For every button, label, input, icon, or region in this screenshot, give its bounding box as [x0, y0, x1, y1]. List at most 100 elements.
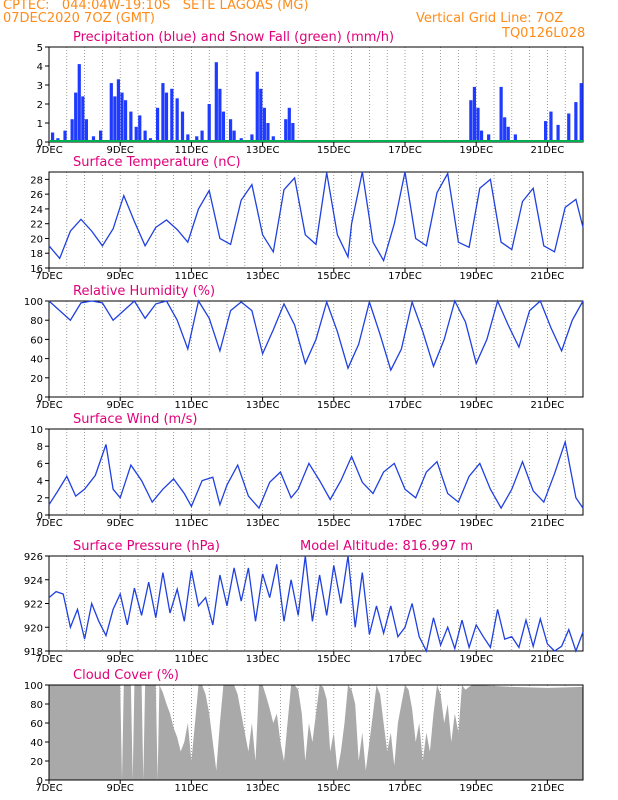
cloud-xtick-label: 21DEC	[531, 783, 565, 794]
precip-title: Precipitation (blue) and Snow Fall (gree…	[73, 30, 394, 45]
temp-xtick-label: 11DEC	[175, 271, 209, 282]
cloud-xtick-label: 19DEC	[459, 783, 493, 794]
precip-bar	[123, 100, 128, 142]
pressure-xtick-label: 19DEC	[459, 654, 493, 665]
precip-bar	[50, 132, 55, 142]
precip-bar	[549, 111, 553, 142]
precip-bar	[155, 107, 160, 142]
model-code: TQ0126L028	[502, 26, 586, 41]
pressure-xtick-label: 21DEC	[531, 654, 565, 665]
temp-xtick-label: 15DEC	[317, 271, 351, 282]
wind-xtick-label: 11DEC	[175, 518, 209, 529]
pressure-ytick-label: 918	[24, 647, 43, 658]
precip-bar	[221, 111, 226, 142]
pressure-xtick-label: 15DEC	[317, 654, 351, 665]
pressure-ytick-label: 924	[24, 576, 43, 587]
precip-xtick-label: 13DEC	[246, 145, 280, 156]
precip-xtick-label: 15DEC	[317, 145, 351, 156]
precip-ytick-label: 4	[37, 62, 43, 73]
precip-bar	[134, 126, 138, 142]
precip-bar	[180, 111, 185, 142]
precip-bar	[138, 115, 142, 142]
rh-xtick-label: 17DEC	[388, 400, 422, 411]
precip-bar	[271, 136, 275, 142]
precip-bar	[499, 86, 503, 142]
temp-xtick-label: 9DEC	[107, 271, 134, 282]
temp-ytick-label: 22	[30, 220, 43, 231]
precip-bar	[113, 96, 117, 142]
precip-bar	[266, 123, 270, 142]
temp-ytick-label: 16	[30, 264, 43, 275]
precip-xtick-label: 7DEC	[35, 145, 62, 156]
precip-xtick-label: 11DEC	[175, 145, 209, 156]
precip-bar	[84, 119, 88, 142]
cloud-xtick-label: 7DEC	[35, 783, 62, 794]
wind-xtick-label: 19DEC	[459, 518, 493, 529]
rh-xtick-label: 9DEC	[107, 400, 134, 411]
pressure-ytick-label: 926	[24, 552, 43, 563]
precip-bar	[109, 83, 113, 142]
pressure-ytick-label: 920	[24, 623, 43, 634]
precip-bar	[195, 136, 199, 142]
temp-series-line	[48, 171, 584, 263]
precip-bar	[74, 92, 78, 142]
rh-ytick-label: 100	[24, 297, 43, 308]
cloud-area	[49, 685, 583, 780]
precip-ytick-label: 5	[37, 43, 43, 54]
wind-ytick-label: 0	[37, 511, 43, 522]
precip-bar	[476, 107, 480, 142]
wind-ytick-label: 2	[37, 494, 43, 505]
precip-ytick-label: 1	[37, 119, 43, 130]
wind-ytick-label: 4	[37, 477, 43, 488]
rh-title: Relative Humidity (%)	[73, 284, 215, 299]
cloud-ytick-label: 20	[30, 757, 43, 768]
precip-bar	[574, 102, 578, 142]
station-header: CPTEC: 044:04W-19:10S SETE LAGOAS (MG)	[3, 0, 309, 13]
precip-bar	[99, 130, 103, 142]
precip-bar	[218, 88, 222, 142]
precip-bar	[556, 124, 560, 142]
rh-ytick-label: 0	[37, 393, 43, 404]
precip-bar	[259, 88, 263, 142]
pressure-title: Surface Pressure (hPa)	[73, 539, 220, 554]
precip-ytick-label: 3	[37, 81, 43, 92]
rh-xtick-label: 7DEC	[35, 400, 62, 411]
pressure-xtick-label: 13DEC	[246, 654, 280, 665]
precip-bar	[228, 119, 233, 142]
pressure-xtick-label: 17DEC	[388, 654, 422, 665]
cloud-ytick-label: 80	[30, 700, 43, 711]
temp-xtick-label: 19DEC	[459, 271, 493, 282]
precip-xtick-label: 9DEC	[107, 145, 134, 156]
precip-bar	[175, 98, 179, 142]
temp-title: Surface Temperature (nC)	[73, 155, 241, 170]
precip-frame	[48, 46, 584, 143]
temp-ytick-label: 20	[30, 234, 43, 245]
precip-xtick-label: 21DEC	[531, 145, 565, 156]
precip-bar	[487, 134, 491, 142]
temp-xtick-label: 17DEC	[388, 271, 422, 282]
precip-bar	[161, 83, 165, 142]
precip-bar	[91, 136, 96, 142]
precip-bar	[250, 134, 254, 142]
rh-xtick-label: 19DEC	[459, 400, 493, 411]
temp-ytick-label: 24	[30, 205, 43, 216]
pressure-xtick-label: 7DEC	[35, 654, 62, 665]
precip-bar	[479, 130, 484, 142]
wind-title: Surface Wind (m/s)	[73, 412, 197, 427]
pressure-xtick-label: 9DEC	[107, 654, 134, 665]
temp-ytick-label: 26	[30, 190, 43, 201]
cloud-xtick-label: 15DEC	[317, 783, 351, 794]
precip-bar	[513, 134, 517, 142]
temp-ytick-label: 28	[30, 175, 43, 186]
grid-note: Vertical Grid Line: 7OZ	[416, 11, 564, 26]
precip-ytick-label: 0	[37, 138, 43, 149]
precip-bar	[170, 88, 174, 142]
pressure-ytick-label: 922	[24, 600, 43, 611]
precip-bar	[506, 126, 510, 142]
pressure-frame	[48, 555, 584, 652]
precip-bar	[214, 62, 218, 143]
precip-bar	[207, 104, 211, 142]
precip-bar	[284, 119, 288, 142]
rh-ytick-label: 60	[30, 335, 43, 346]
